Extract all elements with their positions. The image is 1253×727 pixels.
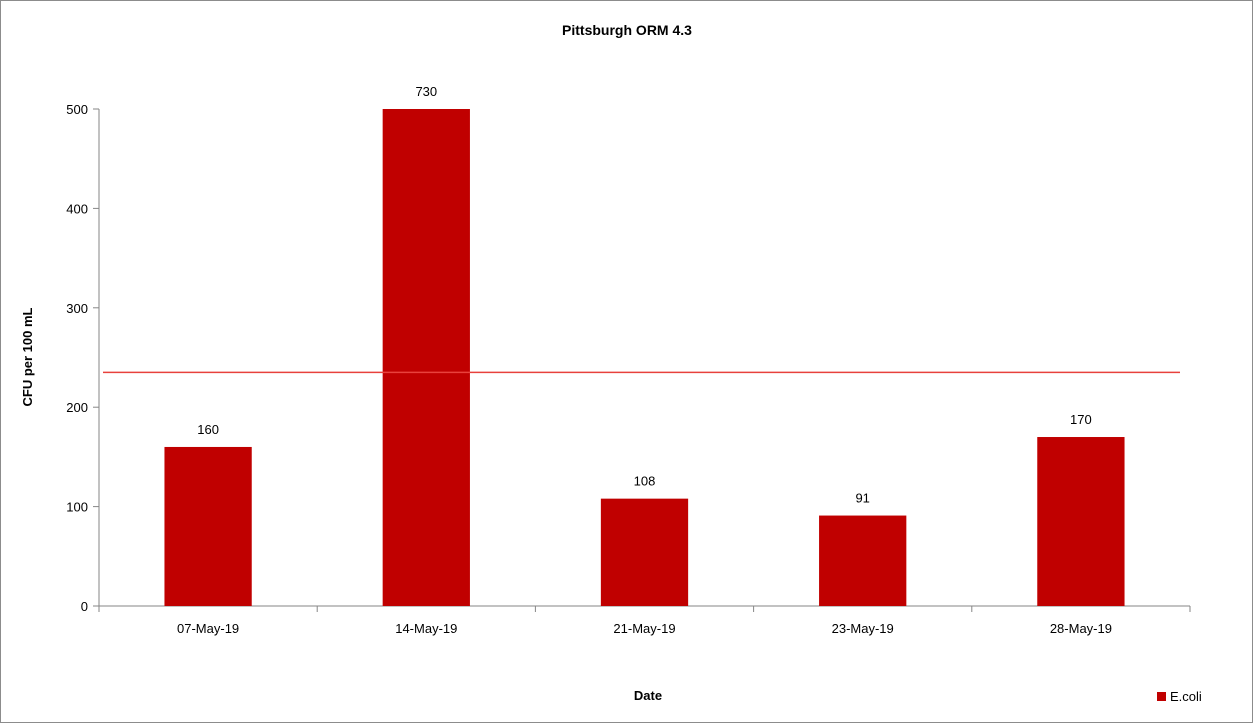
y-tick-label: 0: [81, 599, 88, 614]
bar-data-label: 730: [415, 84, 437, 99]
x-axis-title: Date: [634, 688, 662, 703]
bar-data-label: 160: [197, 422, 219, 437]
x-tick-label: 28-May-19: [1050, 621, 1112, 636]
bar-data-label: 108: [634, 474, 656, 489]
bar: [382, 109, 470, 606]
bars-group: 160 730 108 91 170: [164, 84, 1125, 606]
y-tick-label: 400: [66, 201, 88, 216]
bar: [1037, 437, 1125, 606]
y-axis-title: CFU per 100 mL: [20, 307, 35, 406]
bar: [600, 498, 689, 606]
legend-label-ecoli: E.coli: [1170, 689, 1202, 704]
x-tick-label: 14-May-19: [395, 621, 457, 636]
y-tick-label: 300: [66, 301, 88, 316]
bar: [164, 446, 252, 606]
chart-title: Pittsburgh ORM 4.3: [562, 22, 692, 38]
bar: [819, 515, 907, 606]
legend: E.coli: [1157, 689, 1202, 704]
x-tick-label: 21-May-19: [613, 621, 675, 636]
y-tick-label: 100: [66, 500, 88, 515]
legend-swatch-ecoli: [1157, 692, 1166, 701]
bar-data-label: 91: [855, 491, 869, 506]
y-tick-label: 200: [66, 400, 88, 415]
x-tick-label: 07-May-19: [177, 621, 239, 636]
y-tick-label: 500: [66, 102, 88, 117]
y-axis: 0 100 200 300 400 500: [66, 102, 100, 614]
x-axis: 07-May-19 14-May-19 21-May-19 23-May-19 28-M…: [98, 605, 1191, 636]
bar-data-label: 170: [1070, 412, 1092, 427]
x-tick-label: 23-May-19: [832, 621, 894, 636]
